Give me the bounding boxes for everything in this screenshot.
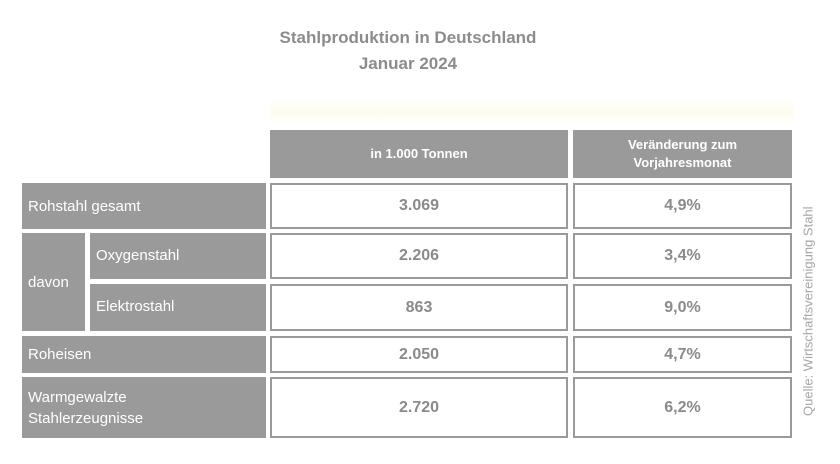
row-group-label-davon-text: davon [28,273,69,291]
source-note-text: Quelle: Wirtschaftsvereinigung Stahl [800,206,816,416]
header-highlight [270,96,794,124]
column-header-tonnes-label: in 1.000 Tonnen [370,146,468,161]
value-elektrostahl-tonnes: 863 [270,284,568,331]
value-warmgewalzte-tonnes: 2.720 [270,377,568,438]
value-roheisen-tonnes: 2.050 [270,336,568,373]
value-warmgewalzte-change: 6,2% [573,377,792,438]
value-oxygenstahl-change: 3,4% [573,233,792,279]
chart-title: Stahlproduktion in Deutschland [279,28,537,47]
row-label-elektrostahl: Elektrostahl [90,284,266,331]
row-label-oxygenstahl-text: Oxygenstahl [96,247,180,264]
row-label-elektrostahl-text: Elektrostahl [96,298,175,315]
column-header-change: Veränderung zum Vorjahresmonat [573,130,792,178]
source-note: Quelle: Wirtschaftsvereinigung Stahl [796,186,820,436]
column-header-change-line2: Vorjahresmonat [633,155,732,170]
row-group-label-davon: davon [22,233,85,331]
column-header-tonnes: in 1.000 Tonnen [270,130,568,178]
value-elektrostahl-change: 9,0% [573,284,792,331]
value-rohstahl-change: 4,9% [573,183,792,229]
value-oxygenstahl-tonnes: 2.206 [270,233,568,279]
row-label-warmgewalzte-line2: Stahlerzeugnisse [28,409,144,427]
row-label-roheisen-text: Roheisen [28,346,92,363]
column-header-change-line1: Veränderung zum [627,137,738,152]
row-label-rohstahl-text: Rohstahl gesamt [28,197,141,215]
value-rohstahl-tonnes: 3.069 [270,183,568,229]
row-label-rohstahl: Rohstahl gesamt [22,183,266,229]
chart-subtitle: Januar 2024 [358,54,458,73]
value-roheisen-change: 4,7% [573,336,792,373]
row-label-warmgewalzte: Warmgewalzte Stahlerzeugnisse [22,377,266,438]
row-label-warmgewalzte-line1: Warmgewalzte [28,388,127,406]
row-label-roheisen: Roheisen [22,336,266,373]
row-label-oxygenstahl: Oxygenstahl [90,233,266,279]
